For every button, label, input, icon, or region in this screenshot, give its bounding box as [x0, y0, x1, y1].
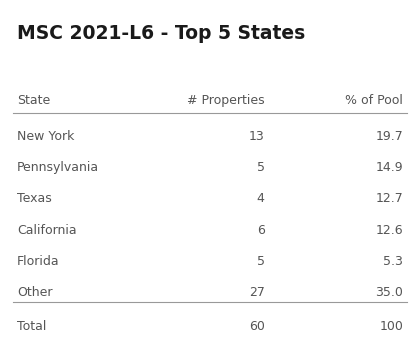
Text: 12.7: 12.7 — [375, 192, 403, 206]
Text: California: California — [17, 224, 76, 237]
Text: 100: 100 — [379, 320, 403, 333]
Text: 35.0: 35.0 — [375, 286, 403, 300]
Text: 6: 6 — [257, 224, 265, 237]
Text: # Properties: # Properties — [187, 94, 265, 108]
Text: 27: 27 — [249, 286, 265, 300]
Text: 5: 5 — [257, 255, 265, 268]
Text: 19.7: 19.7 — [375, 130, 403, 143]
Text: New York: New York — [17, 130, 74, 143]
Text: Other: Other — [17, 286, 52, 300]
Text: MSC 2021-L6 - Top 5 States: MSC 2021-L6 - Top 5 States — [17, 24, 305, 42]
Text: Total: Total — [17, 320, 46, 333]
Text: % of Pool: % of Pool — [345, 94, 403, 108]
Text: Florida: Florida — [17, 255, 59, 268]
Text: 14.9: 14.9 — [375, 161, 403, 174]
Text: 12.6: 12.6 — [375, 224, 403, 237]
Text: 60: 60 — [249, 320, 265, 333]
Text: 5: 5 — [257, 161, 265, 174]
Text: 4: 4 — [257, 192, 265, 206]
Text: Texas: Texas — [17, 192, 52, 206]
Text: 13: 13 — [249, 130, 265, 143]
Text: Pennsylvania: Pennsylvania — [17, 161, 99, 174]
Text: 5.3: 5.3 — [383, 255, 403, 268]
Text: State: State — [17, 94, 50, 108]
